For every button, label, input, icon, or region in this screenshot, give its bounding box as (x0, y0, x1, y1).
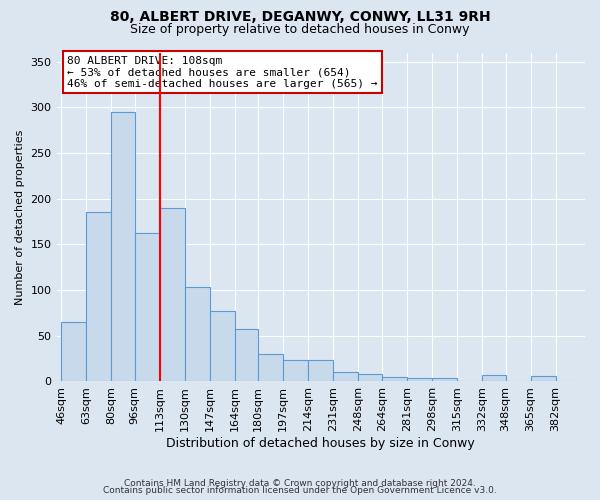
Bar (283, 360, 308, 382)
Text: Contains HM Land Registry data © Crown copyright and database right 2024.: Contains HM Land Registry data © Crown c… (124, 478, 476, 488)
Bar (358, 374, 382, 382)
Bar (160, 208, 185, 382)
Text: Size of property relative to detached houses in Conwy: Size of property relative to detached ho… (130, 22, 470, 36)
Y-axis label: Number of detached properties: Number of detached properties (15, 130, 25, 304)
X-axis label: Distribution of detached houses by size in Conwy: Distribution of detached houses by size … (166, 437, 475, 450)
Text: Contains public sector information licensed under the Open Government Licence v3: Contains public sector information licen… (103, 486, 497, 495)
Bar (333, 372, 358, 382)
Bar (86, 212, 111, 382)
Bar (308, 360, 333, 382)
Bar (61, 322, 86, 382)
Bar (407, 378, 432, 382)
Bar (235, 330, 258, 382)
Text: 80, ALBERT DRIVE, DEGANWY, CONWY, LL31 9RH: 80, ALBERT DRIVE, DEGANWY, CONWY, LL31 9… (110, 10, 490, 24)
Bar (482, 375, 506, 382)
Bar (258, 354, 283, 382)
Bar (432, 378, 457, 382)
Bar (134, 232, 160, 382)
Bar (111, 112, 134, 382)
Bar (185, 288, 209, 382)
Bar (530, 376, 556, 382)
Bar (209, 311, 235, 382)
Text: 80 ALBERT DRIVE: 108sqm
← 53% of detached houses are smaller (654)
46% of semi-d: 80 ALBERT DRIVE: 108sqm ← 53% of detache… (67, 56, 377, 89)
Bar (382, 377, 407, 382)
